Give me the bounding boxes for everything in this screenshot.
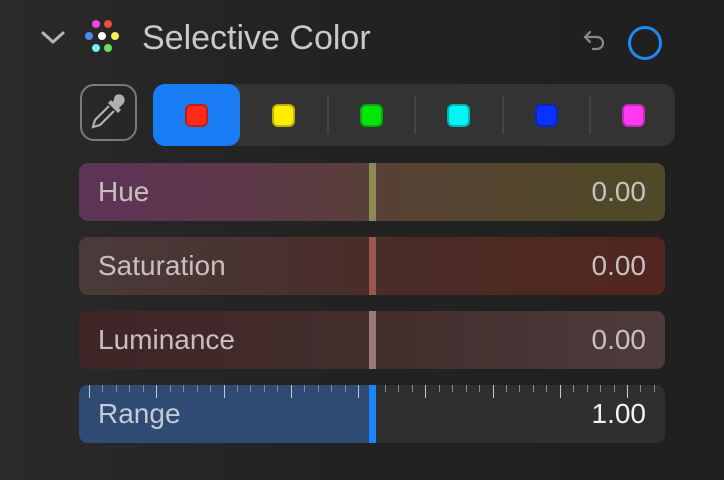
range-tick bbox=[277, 385, 279, 392]
range-tick bbox=[384, 385, 386, 392]
range-tick bbox=[223, 385, 225, 398]
range-tick bbox=[573, 385, 575, 392]
luminance-label: Luminance bbox=[98, 324, 235, 355]
range-tick bbox=[627, 385, 628, 398]
range-tick bbox=[519, 385, 521, 392]
range-tick bbox=[479, 385, 481, 392]
swatch-cyan-button[interactable] bbox=[415, 84, 502, 146]
range-tick bbox=[263, 385, 265, 392]
color-segmented-control bbox=[153, 84, 675, 146]
range-tick bbox=[452, 385, 454, 392]
range-tick bbox=[492, 385, 494, 398]
swatch-magenta-button[interactable] bbox=[590, 84, 677, 146]
saturation-slider[interactable]: Saturation 0.00 bbox=[79, 237, 665, 295]
range-tick bbox=[183, 385, 185, 392]
range-tick bbox=[304, 385, 306, 392]
range-tick bbox=[102, 385, 104, 392]
segment-divider bbox=[589, 96, 591, 134]
luminance-slider[interactable]: Luminance 0.00 bbox=[79, 311, 665, 369]
chevron-down-icon[interactable] bbox=[40, 28, 66, 48]
range-tick bbox=[411, 385, 413, 392]
circle-toggle-icon[interactable] bbox=[628, 26, 662, 60]
hue-slider[interactable]: Hue 0.00 bbox=[79, 163, 665, 221]
range-tick bbox=[653, 385, 655, 392]
luminance-value: 0.00 bbox=[591, 324, 647, 355]
range-tick bbox=[600, 385, 602, 392]
undo-icon[interactable] bbox=[580, 26, 610, 56]
range-label: Range bbox=[98, 398, 181, 429]
range-tick bbox=[559, 385, 561, 398]
range-tick bbox=[169, 385, 171, 392]
range-slider[interactable]: Range 1.00 bbox=[79, 385, 665, 443]
range-tick bbox=[210, 385, 212, 392]
range-tick bbox=[250, 385, 252, 392]
saturation-slider-knob[interactable] bbox=[369, 237, 376, 295]
range-tick bbox=[438, 385, 440, 392]
hue-slider-knob[interactable] bbox=[369, 163, 376, 221]
segment-divider bbox=[414, 96, 417, 134]
swatch-blue-button[interactable] bbox=[503, 84, 590, 146]
swatch-cyan bbox=[447, 103, 471, 127]
swatch-red bbox=[185, 103, 208, 127]
range-tick bbox=[129, 385, 131, 392]
range-tick bbox=[344, 385, 346, 392]
range-tick bbox=[358, 385, 359, 398]
swatch-green bbox=[359, 103, 383, 127]
segment-divider bbox=[326, 96, 329, 134]
range-tick bbox=[505, 385, 507, 392]
range-slider-knob[interactable] bbox=[369, 385, 376, 443]
range-tick bbox=[640, 385, 642, 392]
saturation-label: Saturation bbox=[98, 250, 226, 281]
swatch-yellow bbox=[272, 103, 296, 127]
hue-label: Hue bbox=[98, 176, 150, 207]
range-tick bbox=[331, 385, 333, 392]
hue-value: 0.00 bbox=[591, 176, 647, 207]
range-fill bbox=[79, 385, 372, 443]
swatch-magenta bbox=[622, 103, 645, 127]
segment-divider bbox=[501, 96, 504, 134]
section-title: Selective Color bbox=[142, 19, 371, 57]
eyedropper-icon bbox=[91, 94, 125, 129]
range-tick bbox=[89, 385, 90, 398]
swatch-yellow-button[interactable] bbox=[240, 84, 327, 146]
range-tick bbox=[425, 385, 427, 398]
range-tick bbox=[532, 385, 534, 392]
range-tick bbox=[317, 385, 319, 392]
range-tick bbox=[156, 385, 158, 398]
range-tick bbox=[142, 385, 144, 392]
range-tick bbox=[465, 385, 467, 392]
range-tick bbox=[398, 385, 400, 392]
range-tick bbox=[546, 385, 548, 392]
saturation-value: 0.00 bbox=[591, 250, 647, 281]
range-tick bbox=[290, 385, 292, 398]
luminance-slider-knob[interactable] bbox=[369, 311, 376, 369]
swatch-green-button[interactable] bbox=[328, 84, 415, 146]
range-tick bbox=[586, 385, 588, 392]
range-tick bbox=[613, 385, 615, 392]
color-dots-icon bbox=[85, 20, 119, 52]
range-tick bbox=[115, 385, 117, 392]
eyedropper-button[interactable] bbox=[80, 84, 137, 141]
swatch-blue bbox=[534, 103, 558, 127]
swatch-red-button[interactable] bbox=[153, 84, 240, 146]
range-tick bbox=[196, 385, 198, 392]
range-tick bbox=[236, 385, 238, 392]
range-value: 1.00 bbox=[591, 398, 647, 429]
